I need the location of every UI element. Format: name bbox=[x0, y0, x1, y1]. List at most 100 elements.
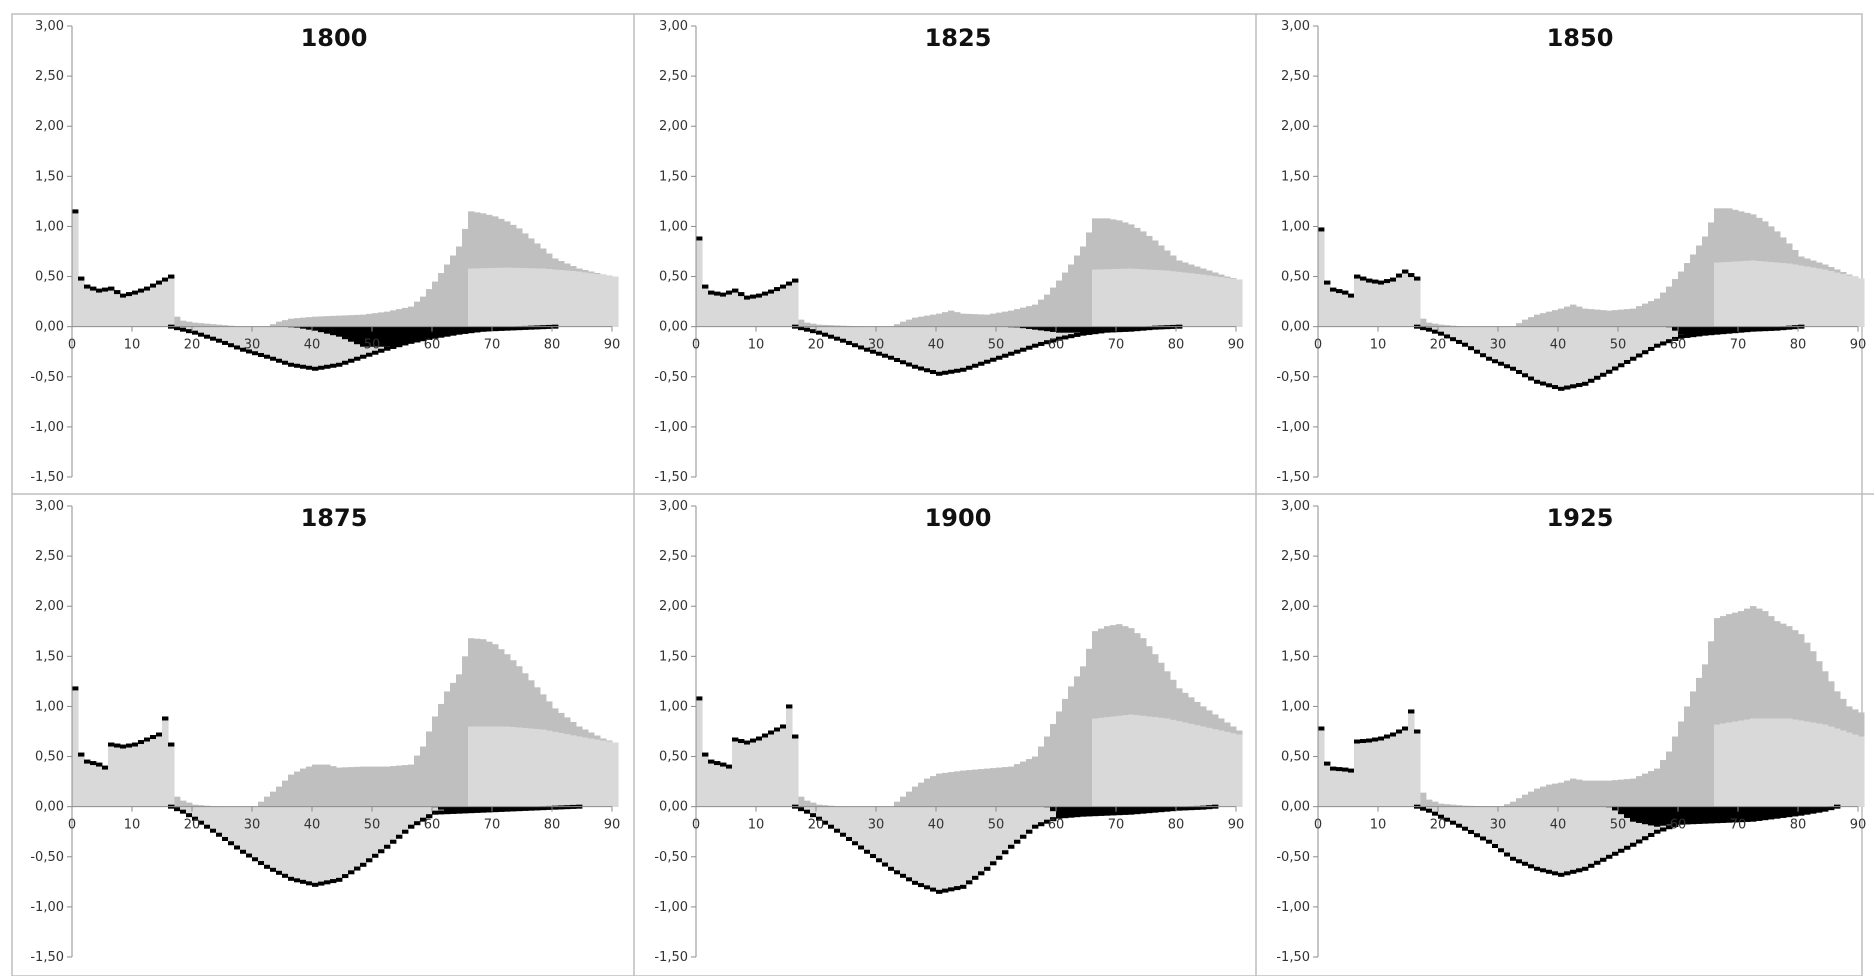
lower-dark-area-bar bbox=[510, 326, 517, 330]
upper-dark-area-bar bbox=[804, 322, 811, 327]
old-age-edge-bar bbox=[468, 638, 475, 807]
lower-light-area-bar bbox=[996, 806, 1003, 858]
lower-light-area-marker bbox=[1438, 814, 1445, 819]
lower-light-area-bar bbox=[864, 806, 871, 852]
lower-light-area-marker bbox=[1510, 856, 1517, 861]
lower-dark-area-bar bbox=[1074, 326, 1081, 333]
lower-dark-area-bar bbox=[492, 326, 499, 331]
upper-dark-area-bar bbox=[1020, 307, 1027, 327]
lower-dark-area-bar bbox=[1122, 806, 1129, 813]
lower-light-area-bar bbox=[1642, 326, 1649, 353]
x-tick-label: 20 bbox=[1430, 338, 1447, 353]
old-age-light-bar bbox=[1792, 719, 1799, 807]
lower-light-area-bar bbox=[972, 326, 979, 366]
old-age-edge-bar bbox=[480, 639, 487, 807]
lower-dark-area-bar bbox=[480, 326, 487, 332]
upper-dark-area-bar bbox=[396, 309, 403, 327]
lower-light-area-marker bbox=[1450, 820, 1457, 825]
lower-light-area-marker bbox=[1068, 334, 1075, 339]
childhood-area-marker bbox=[108, 286, 115, 291]
x-tick-label: 30 bbox=[868, 818, 885, 833]
lower-dark-area-bar bbox=[1654, 806, 1661, 827]
lower-light-area-marker bbox=[354, 356, 361, 361]
lower-dark-area-bar bbox=[1756, 326, 1763, 330]
old-age-edge-bar bbox=[1726, 614, 1733, 807]
lower-light-area-bar bbox=[960, 806, 967, 887]
lower-light-area-marker bbox=[324, 364, 331, 369]
lower-dark-area-bar bbox=[1158, 806, 1165, 811]
upper-dark-area-bar bbox=[222, 325, 229, 327]
lower-light-area-marker bbox=[906, 362, 913, 367]
upper-dark-area-bar bbox=[810, 323, 817, 327]
upper-dark-area-bar bbox=[210, 324, 217, 327]
lower-light-area-marker bbox=[936, 371, 943, 376]
childhood-area-marker bbox=[1342, 767, 1349, 772]
old-age-light-bar bbox=[1810, 722, 1817, 807]
old-age-light-bar bbox=[1212, 276, 1219, 327]
childhood-area-bar bbox=[1336, 291, 1343, 327]
lower-light-area-bar bbox=[840, 326, 847, 341]
lower-light-area-bar bbox=[1534, 806, 1541, 869]
old-age-light bbox=[1714, 718, 1865, 807]
lower-light-area-bar bbox=[264, 326, 271, 357]
lower-dark-area-bar bbox=[1140, 806, 1147, 812]
lower-light-area-bar bbox=[270, 326, 277, 359]
lower-dark-area-bar bbox=[1732, 326, 1739, 332]
lower-light-area-bar bbox=[990, 806, 997, 864]
y-tick-label: -0,50 bbox=[654, 370, 688, 385]
childhood-area-marker bbox=[750, 738, 757, 743]
lower-dark-area-bar bbox=[1062, 806, 1069, 816]
lower-light-area-bar bbox=[858, 806, 865, 848]
lower-dark-area-bar bbox=[1678, 806, 1685, 823]
childhood-area-marker bbox=[84, 284, 91, 289]
old-age-light-bar bbox=[1188, 273, 1195, 327]
childhood-area-marker bbox=[120, 293, 127, 298]
lower-light-area-marker bbox=[1624, 845, 1631, 850]
lower-light-area-marker bbox=[264, 354, 271, 359]
lower-dark-area-bar bbox=[480, 806, 487, 812]
lower-dark-area-bar bbox=[1804, 806, 1811, 813]
lower-light-area-marker bbox=[306, 365, 313, 370]
lower-light-area-marker bbox=[852, 343, 859, 348]
lower-dark-area-bar bbox=[1050, 326, 1057, 332]
upper-dark-area-bar bbox=[918, 782, 925, 807]
upper-dark-area-bar bbox=[330, 766, 337, 807]
lower-light-area-marker bbox=[1828, 806, 1835, 811]
lower-light-area-marker bbox=[954, 886, 961, 891]
upper-dark-area-bar bbox=[1582, 780, 1589, 807]
lower-light-area-marker bbox=[1092, 330, 1099, 335]
upper-dark-area-bar bbox=[972, 314, 979, 327]
lower-light-area-bar bbox=[240, 326, 247, 350]
childhood-area-marker bbox=[720, 762, 727, 767]
upper-dark-area-bar bbox=[1618, 309, 1625, 327]
lower-light-area-marker bbox=[978, 361, 985, 366]
lower-dark-area-bar bbox=[1720, 326, 1727, 333]
old-age-edge-bar bbox=[1116, 624, 1123, 807]
old-age-light-bar bbox=[486, 268, 493, 327]
lower-light-area-marker bbox=[1696, 819, 1703, 824]
old-age-light bbox=[468, 726, 619, 807]
old-age-light-bar bbox=[1158, 717, 1165, 807]
upper-dark-area-bar bbox=[282, 320, 289, 327]
old-age-light-bar bbox=[594, 739, 601, 807]
old-age-light-bar bbox=[516, 727, 523, 807]
lower-dark-area-bar bbox=[1762, 326, 1769, 330]
old-age-light-bar bbox=[582, 737, 589, 807]
childhood-area-bar bbox=[756, 738, 763, 807]
childhood-area-bar bbox=[786, 706, 793, 807]
old-age-light-bar bbox=[1732, 721, 1739, 807]
childhood-area-bar bbox=[708, 292, 715, 327]
lower-light-area-bar bbox=[1438, 806, 1445, 817]
upper-dark-area-bar bbox=[1420, 792, 1427, 807]
lower-light-area-marker bbox=[1128, 327, 1135, 332]
childhood-area-bar bbox=[78, 278, 85, 327]
lower-light-area-marker bbox=[210, 828, 217, 833]
lower-light-area-marker bbox=[1612, 851, 1619, 856]
childhood-area-marker bbox=[738, 739, 745, 744]
x-tick-label: 80 bbox=[544, 338, 561, 353]
lower-light-area-bar bbox=[912, 806, 919, 883]
upper-dark-area-bar bbox=[1432, 801, 1439, 807]
upper-dark-area-bar bbox=[1600, 310, 1607, 327]
y-tick-label: 1,00 bbox=[659, 219, 688, 234]
lower-light-area-bar bbox=[1516, 806, 1523, 862]
